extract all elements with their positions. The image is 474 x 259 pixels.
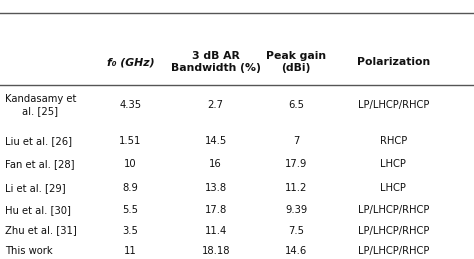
Text: 17.8: 17.8 xyxy=(205,205,227,215)
Text: 6.5: 6.5 xyxy=(288,100,304,110)
Text: 18.18: 18.18 xyxy=(201,246,230,256)
Text: 11.2: 11.2 xyxy=(285,183,308,193)
Text: LP/LHCP/RHCP: LP/LHCP/RHCP xyxy=(358,205,429,215)
Text: 17.9: 17.9 xyxy=(285,160,308,169)
Text: 7: 7 xyxy=(293,136,300,146)
Text: Fan et al. [28]: Fan et al. [28] xyxy=(5,160,74,169)
Text: 7.5: 7.5 xyxy=(288,226,304,235)
Text: 10: 10 xyxy=(124,160,137,169)
Text: LHCP: LHCP xyxy=(381,183,406,193)
Text: 1.51: 1.51 xyxy=(119,136,142,146)
Text: 5.5: 5.5 xyxy=(122,205,138,215)
Text: Zhu et al. [31]: Zhu et al. [31] xyxy=(5,226,76,235)
Text: RHCP: RHCP xyxy=(380,136,407,146)
Text: 3.5: 3.5 xyxy=(122,226,138,235)
Text: Li et al. [29]: Li et al. [29] xyxy=(5,183,65,193)
Text: LP/LHCP/RHCP: LP/LHCP/RHCP xyxy=(358,226,429,235)
Text: 16: 16 xyxy=(210,160,222,169)
Text: Kandasamy et
al. [25]: Kandasamy et al. [25] xyxy=(5,94,76,116)
Text: 11.4: 11.4 xyxy=(205,226,227,235)
Text: Liu et al. [26]: Liu et al. [26] xyxy=(5,136,72,146)
Text: LP/LHCP/RHCP: LP/LHCP/RHCP xyxy=(358,246,429,256)
Text: 3 dB AR
Bandwidth (%): 3 dB AR Bandwidth (%) xyxy=(171,51,261,73)
Text: Hu et al. [30]: Hu et al. [30] xyxy=(5,205,71,215)
Text: f₀ (GHz): f₀ (GHz) xyxy=(107,57,154,67)
Text: 11: 11 xyxy=(124,246,137,256)
Text: 14.5: 14.5 xyxy=(205,136,227,146)
Text: 4.35: 4.35 xyxy=(119,100,141,110)
Text: Peak gain
(dBi): Peak gain (dBi) xyxy=(266,51,326,73)
Text: This work: This work xyxy=(5,246,52,256)
Text: 9.39: 9.39 xyxy=(285,205,307,215)
Text: 13.8: 13.8 xyxy=(205,183,227,193)
Text: Polarization: Polarization xyxy=(357,57,430,67)
Text: LP/LHCP/RHCP: LP/LHCP/RHCP xyxy=(358,100,429,110)
Text: LHCP: LHCP xyxy=(381,160,406,169)
Text: 2.7: 2.7 xyxy=(208,100,224,110)
Text: 14.6: 14.6 xyxy=(285,246,307,256)
Text: 8.9: 8.9 xyxy=(122,183,138,193)
